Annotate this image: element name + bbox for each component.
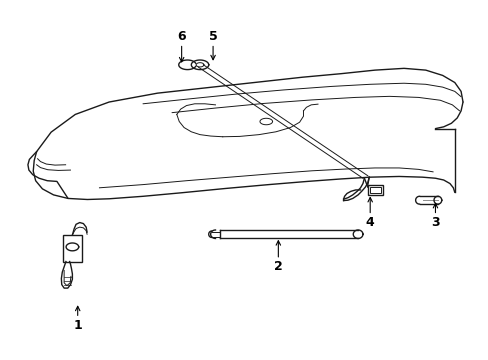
Text: 5: 5 xyxy=(208,30,217,43)
Text: 3: 3 xyxy=(430,216,439,229)
Text: 2: 2 xyxy=(273,260,282,273)
Text: 4: 4 xyxy=(365,216,374,229)
Text: 6: 6 xyxy=(177,30,185,43)
Text: 1: 1 xyxy=(73,319,82,332)
